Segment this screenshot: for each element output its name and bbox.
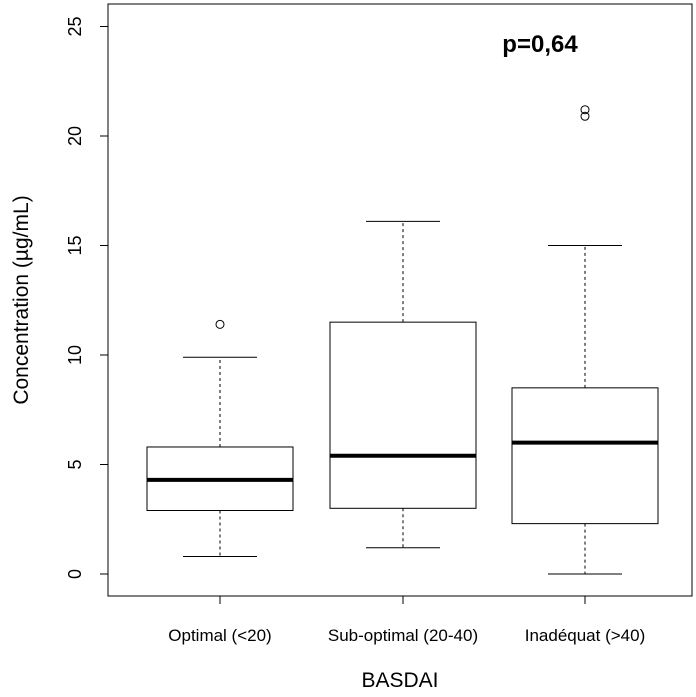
x-tick-label: Sub-optimal (20-40) — [328, 626, 478, 645]
x-axis: Optimal (<20) Sub-optimal (20-40) Inadéqua… — [168, 596, 645, 645]
outlier-point — [580, 111, 590, 121]
box-group — [329, 220, 477, 549]
box-group — [146, 319, 294, 557]
x-tick-label: Optimal (<20) — [168, 626, 271, 645]
p-value-annotation: p=0,64 — [502, 31, 578, 58]
boxes — [146, 105, 659, 575]
y-tick-label: 20 — [65, 126, 85, 146]
y-tick-label: 10 — [65, 345, 85, 365]
y-tick-label: 25 — [65, 16, 85, 36]
y-axis-title: Concentration (µg/mL) — [10, 195, 33, 404]
y-axis: 0 5 10 15 20 25 — [65, 16, 108, 579]
y-tick-label: 5 — [65, 459, 85, 469]
outlier-point — [580, 105, 590, 115]
x-axis-title: BASDAI — [361, 669, 438, 692]
y-tick-label: 0 — [65, 569, 85, 579]
iqr-box — [329, 321, 477, 509]
plot-frame — [107, 3, 693, 597]
outlier-point — [215, 319, 225, 329]
y-tick-label: 15 — [65, 235, 85, 255]
x-tick-label: Inadéquat (>40) — [525, 626, 646, 645]
iqr-box — [511, 387, 659, 525]
box-group — [511, 105, 659, 575]
